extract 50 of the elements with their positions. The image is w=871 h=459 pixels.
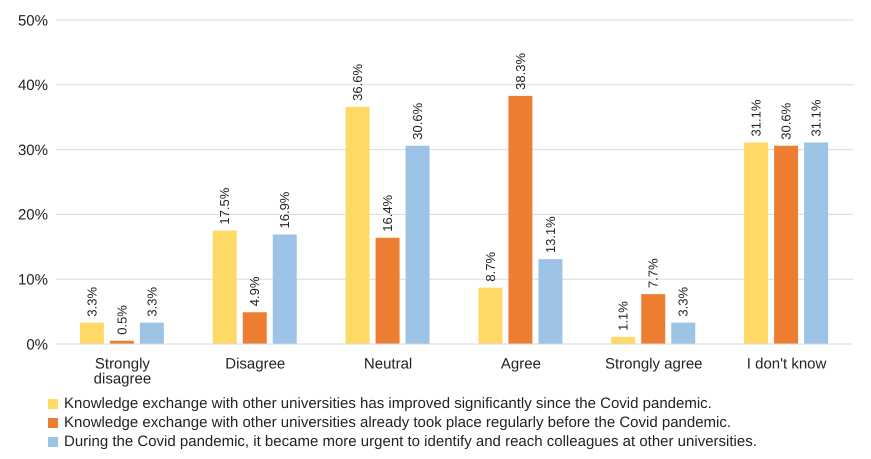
data-label: 4.9% [247, 276, 262, 306]
legend-label: Knowledge exchange with other universities already took place regularly before the Covid pandemic. [64, 413, 732, 432]
bar [641, 294, 666, 344]
bar [508, 96, 532, 344]
bar [671, 322, 696, 344]
data-label: 3.3% [676, 286, 691, 317]
data-label: 16.9% [277, 191, 292, 228]
y-tick-label: 50% [18, 12, 48, 30]
bar [140, 322, 164, 344]
data-label: 17.5% [217, 187, 232, 225]
bar [611, 336, 636, 344]
legend-label: During the Covid pandemic, it became more urgent to identify and reach colleagues at other universities. [64, 432, 757, 451]
bar [212, 230, 237, 344]
x-tick-label: Strongly disagree [94, 356, 152, 388]
data-label: 3.3% [144, 286, 160, 317]
bar [478, 288, 502, 344]
data-label: 8.7% [482, 252, 498, 282]
bar [538, 259, 562, 344]
data-label: 31.1% [748, 99, 764, 136]
legend-label: Knowledge exchange with other universities has improved significantly since the Covid pandemic. [64, 394, 712, 413]
data-label: 30.6% [778, 102, 794, 140]
bar [774, 146, 798, 344]
x-tick-label: Disagree [225, 356, 286, 373]
bar [804, 142, 828, 344]
bar [406, 146, 430, 344]
x-tick-label: I don't know [746, 356, 827, 373]
bar [376, 238, 400, 344]
data-label: 13.1% [542, 216, 558, 254]
bar [272, 234, 297, 344]
data-label: 16.4% [380, 194, 396, 232]
bar [346, 106, 370, 344]
data-label: 36.6% [350, 64, 366, 101]
bar [242, 312, 267, 344]
y-tick-label: 30% [18, 142, 48, 159]
x-tick-label: Agree [500, 356, 541, 373]
bar [744, 142, 768, 344]
x-tick-label: Neutral [364, 356, 412, 373]
data-label: 7.7% [646, 258, 661, 288]
y-tick-label: 40% [18, 77, 48, 94]
data-label: 38.3% [512, 52, 528, 90]
data-label: 3.3% [84, 286, 100, 317]
y-tick-label: 20% [18, 206, 48, 224]
y-tick-label: 0% [26, 336, 48, 354]
x-tick-label: Strongly agree [604, 356, 703, 373]
data-label: 31.1% [808, 99, 824, 136]
data-label: 30.6% [410, 102, 426, 140]
data-label: 0.5% [114, 304, 130, 335]
data-label: 1.1% [616, 300, 631, 331]
bar [80, 322, 104, 344]
y-tick-label: 10% [18, 272, 48, 289]
